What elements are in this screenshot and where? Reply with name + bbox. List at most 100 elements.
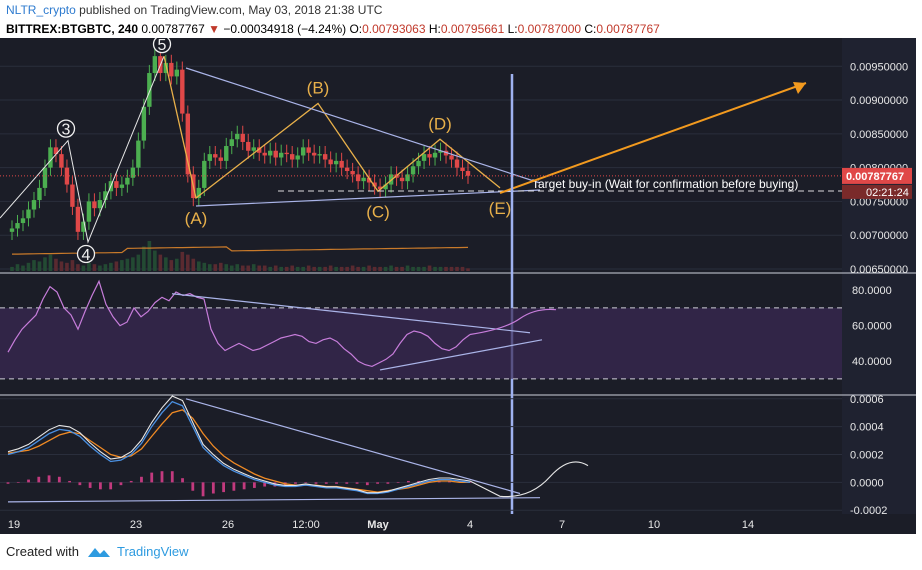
volume-bar [301,266,305,271]
candle-body [361,177,366,182]
candle-body [59,154,64,168]
candle-body [136,140,141,168]
macd-histogram-bar [170,471,174,483]
candle-body [438,150,443,153]
volume-bar [15,264,20,271]
candle-body [240,133,245,142]
open-value: 0.00793063 [362,22,426,36]
volume-bar [411,266,415,271]
candle-body [289,154,295,160]
volume-bar [367,265,371,271]
volume-bar [103,264,108,271]
volume-bar [65,262,69,271]
publish-line: NLTR_crypto published on TradingView.com… [6,3,382,17]
volume-bar [279,266,284,271]
candle-body [383,184,388,190]
macd-histogram-bar [386,482,390,484]
volume-bar [449,266,454,271]
candle-body [75,206,81,232]
candle-body [207,154,212,161]
author-link[interactable]: NLTR_crypto [6,3,76,17]
low-label: L: [507,22,518,36]
macd-histogram-bar [99,482,102,490]
time-tick-label: 7 [559,519,565,531]
volume-bar [345,266,349,271]
wave-label: 4 [82,247,91,264]
price-change: −0.00034918 (−4.24%) [223,22,347,36]
volume-bar [273,265,278,271]
rsi-upper-trendline [171,293,531,334]
wave-label: (B) [307,78,330,97]
chart-background [0,38,916,534]
volume-bar [196,261,201,271]
volume-bar [59,261,64,271]
candle-body [344,167,350,172]
volume-bar [207,264,212,271]
rsi-tick-label: 40.0000 [852,356,892,368]
volume-bar [290,265,294,271]
candle-body [81,221,86,232]
volume-bar [389,265,393,271]
countdown-tag [842,184,912,199]
candle-body [410,166,416,175]
volume-bar [92,264,97,271]
macd-histogram-bar [314,482,318,484]
candle-body [284,152,289,155]
volume-bar [328,265,333,271]
candle-body [141,106,147,141]
candle-body [366,177,372,183]
candle-body [405,174,410,182]
macd-histogram-bar [6,482,10,484]
macd-histogram-bar [129,480,133,483]
candle-body [185,113,191,175]
candle-body [421,154,427,161]
wave-label-circle [152,38,172,54]
macd-histogram-bar [242,482,246,490]
volume-bar [394,266,399,271]
candle-body [460,167,465,172]
candle-body [53,147,59,155]
candle-body [328,159,333,165]
macd-histogram-bar [140,476,143,483]
footer: Created with TradingView [6,544,189,559]
projection-arrow-line [499,82,807,194]
wave-label-circle [56,119,76,138]
macd-histogram-bar [222,482,225,493]
candle-body [15,223,20,229]
volume-bar [284,266,289,271]
volume-bar [186,254,190,271]
wave-label: (A) [185,209,208,228]
publish-info: published on TradingView.com, May 03, 20… [79,3,383,17]
volume-bar [54,258,58,271]
tradingview-link[interactable]: TradingView [116,544,189,559]
candle-body [103,191,108,201]
candle-body [196,187,201,199]
macd-histogram-bar [365,482,369,486]
candle-body [20,218,26,224]
macd-histogram-bar [345,482,349,484]
candle-body [339,160,344,168]
macd-histogram-bar [37,476,41,483]
volume-bar [136,254,141,271]
down-arrow-icon: ▼ [208,22,220,36]
candle-body [152,56,158,74]
price-tick-label: 0.00650000 [850,264,908,276]
macd-histogram-bar [253,482,256,488]
last-price-tag [842,167,912,184]
volume-bar [361,266,366,271]
volume-bar [372,266,377,271]
chart-canvas[interactable]: 0.009500000.009000000.008500000.00800000… [0,38,922,536]
rsi-band-fill [0,307,842,379]
macd-histogram-bar [68,480,71,483]
volume-bar [147,241,152,271]
candle-body [306,147,311,153]
candle-body [372,182,377,187]
candle-body [86,201,92,222]
volume-bar [416,266,421,271]
candle-body [300,147,306,156]
candle-body [180,69,185,114]
candle-body [317,154,322,156]
volume-bar [202,262,207,271]
candle-body [26,209,31,219]
volume-bar [262,265,267,271]
